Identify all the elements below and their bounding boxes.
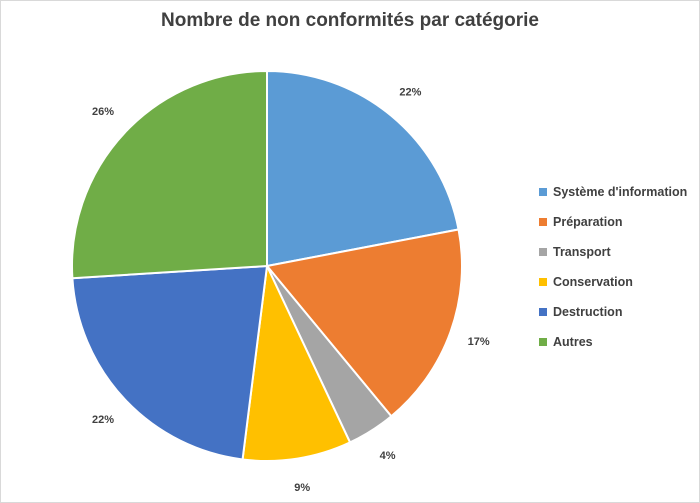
legend-label: Préparation — [553, 215, 623, 229]
legend-label: Conservation — [553, 275, 633, 289]
legend-item: Conservation — [539, 267, 687, 297]
legend-label: Transport — [553, 245, 611, 259]
legend-item: Système d'information — [539, 177, 687, 207]
slice-data-label: 9% — [294, 482, 310, 494]
legend-swatch — [539, 248, 547, 256]
legend-swatch — [539, 188, 547, 196]
legend-item: Préparation — [539, 207, 687, 237]
legend-label: Autres — [553, 335, 593, 349]
legend-swatch — [539, 278, 547, 286]
legend-swatch — [539, 218, 547, 226]
legend-label: Destruction — [553, 305, 623, 319]
legend-swatch — [539, 338, 547, 346]
pie-slice — [71, 69, 268, 280]
chart-legend: Système d'information Préparation Transpor… — [539, 177, 687, 357]
legend-item: Destruction — [539, 297, 687, 327]
pie-slice — [241, 262, 352, 462]
legend-label: Système d'information — [553, 185, 688, 199]
chart-title: Nombre de non conformités par catégorie — [161, 10, 539, 31]
slice-data-label: 17% — [468, 336, 490, 348]
slice-data-label: 22% — [92, 414, 114, 426]
slice-data-label: 4% — [380, 450, 396, 462]
slice-data-label: 22% — [399, 87, 421, 99]
pie-slice — [71, 264, 269, 461]
legend-item: Transport — [539, 237, 687, 267]
legend-swatch — [539, 308, 547, 316]
pie-slice — [265, 228, 463, 418]
pie-slice — [266, 69, 460, 268]
slice-data-label: 26% — [92, 106, 114, 118]
legend-item: Autres — [539, 327, 687, 357]
